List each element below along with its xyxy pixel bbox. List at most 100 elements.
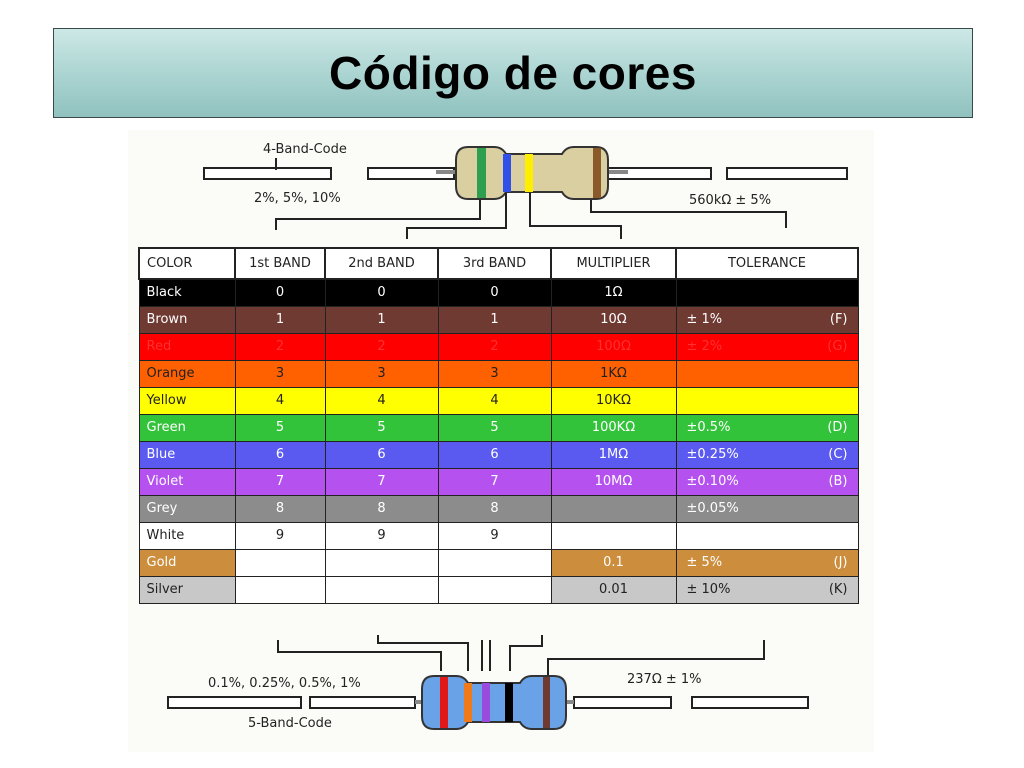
tolerance-cell: ± 1% (F): [675, 305, 859, 334]
tolerance-value: ± 10%: [686, 582, 731, 597]
header-multiplier: MULTIPLIER: [550, 247, 677, 280]
band2-cell: 0: [324, 278, 439, 307]
multiplier-cell: 1KΩ: [550, 359, 677, 388]
tolerance-cell: ±0.25% (C): [675, 440, 859, 469]
tolerance-cell: [675, 521, 859, 550]
band3-cell: 1: [437, 305, 552, 334]
band1-cell: 5: [234, 413, 326, 442]
four-band-connectors: [275, 158, 787, 239]
color-name-cell: Black: [138, 278, 236, 307]
band3-cell: 0: [437, 278, 552, 307]
multiplier-cell: 10Ω: [550, 305, 677, 334]
table-row: Blue 6 6 6 1MΩ ±0.25% (C): [138, 440, 859, 469]
header-band3: 3rd BAND: [437, 247, 552, 280]
tolerance-cell: ± 10% (K): [675, 575, 859, 604]
four-band-resistor: [436, 146, 628, 200]
five-band-code-label: 5-Band-Code: [248, 716, 332, 731]
table-row: Violet 7 7 7 10MΩ ±0.10% (B): [138, 467, 859, 496]
four-band-example-value: 560kΩ ± 5%: [689, 193, 772, 208]
color-name-cell: Silver: [138, 575, 236, 604]
tolerance-code: (J): [833, 555, 848, 570]
five-band-resistor: [415, 675, 574, 730]
tolerance-cell: ± 2% (G): [675, 332, 859, 361]
band1-cell: 2: [234, 332, 326, 361]
slide-title: Código de cores: [329, 47, 697, 99]
table-body: Black 0 0 0 1Ω Brown 1 1 1 10Ω ± 1% (F) Red 2 2 2 100Ω ± …: [138, 278, 859, 604]
multiplier-cell: 0.01: [550, 575, 677, 604]
band2-cell: 1: [324, 305, 439, 334]
table-row: Green 5 5 5 100KΩ ±0.5% (D): [138, 413, 859, 442]
band1-cell: 6: [234, 440, 326, 469]
table-row: Red 2 2 2 100Ω ± 2% (G): [138, 332, 859, 361]
five-band-stripe-brown: [543, 677, 550, 728]
band1-cell: 1: [234, 305, 326, 334]
band2-cell: 8: [324, 494, 439, 523]
band2-cell: 3: [324, 359, 439, 388]
color-name-cell: Grey: [138, 494, 236, 523]
multiplier-cell: 0.1: [550, 548, 677, 577]
five-band-connectors: [277, 635, 765, 675]
band1-cell: 4: [234, 386, 326, 415]
tolerance-value: ±0.25%: [686, 447, 739, 462]
color-name-cell: Yellow: [138, 386, 236, 415]
band3-cell: 8: [437, 494, 552, 523]
four-band-stripe-green: [477, 148, 486, 198]
tolerance-value: ± 2%: [686, 339, 723, 354]
table-row: Black 0 0 0 1Ω: [138, 278, 859, 307]
tolerance-cell: ± 5% (J): [675, 548, 859, 577]
tolerance-value: ±0.05%: [686, 501, 739, 516]
five-band-stripe-violet: [482, 683, 490, 722]
header-tolerance: TOLERANCE: [675, 247, 859, 280]
resistor-diagram: [167, 146, 848, 730]
band3-cell: 3: [437, 359, 552, 388]
color-name-cell: Gold: [138, 548, 236, 577]
color-name-cell: Violet: [138, 467, 236, 496]
table-row: Yellow 4 4 4 10KΩ: [138, 386, 859, 415]
band1-cell: [234, 575, 326, 604]
table-row: Orange 3 3 3 1KΩ: [138, 359, 859, 388]
band1-cell: 7: [234, 467, 326, 496]
band3-cell: 7: [437, 467, 552, 496]
band1-cell: 3: [234, 359, 326, 388]
tolerance-code: (F): [829, 312, 848, 327]
band2-cell: 7: [324, 467, 439, 496]
band2-cell: 4: [324, 386, 439, 415]
tolerance-cell: [675, 278, 859, 307]
band2-cell: 9: [324, 521, 439, 550]
multiplier-cell: 10KΩ: [550, 386, 677, 415]
table-row: Gold 0.1 ± 5% (J): [138, 548, 859, 577]
band2-cell: [324, 548, 439, 577]
band3-cell: 5: [437, 413, 552, 442]
four-band-stripe-yellow: [525, 154, 533, 192]
band3-cell: 4: [437, 386, 552, 415]
table-header-row: COLOR 1st BAND 2nd BAND 3rd BAND MULTIPL…: [138, 247, 859, 280]
table-row: Brown 1 1 1 10Ω ± 1% (F): [138, 305, 859, 334]
tolerance-value: ± 1%: [686, 312, 723, 327]
color-name-cell: Brown: [138, 305, 236, 334]
resistor-color-code-figure: 4-Band-Code 2%, 5%, 10% 560kΩ ± 5% COLOR…: [128, 130, 874, 752]
four-band-value-boxes: [203, 167, 848, 180]
five-band-stripe-red: [440, 677, 448, 728]
multiplier-cell: [550, 521, 677, 550]
tolerance-cell: ±0.5% (D): [675, 413, 859, 442]
multiplier-cell: 10MΩ: [550, 467, 677, 496]
five-band-example-value: 237Ω ± 1%: [627, 672, 702, 687]
tolerance-code: (D): [827, 420, 848, 435]
color-name-cell: Green: [138, 413, 236, 442]
tolerance-value: ± 5%: [686, 555, 723, 570]
tolerance-cell: ±0.05%: [675, 494, 859, 523]
color-name-cell: White: [138, 521, 236, 550]
band2-cell: 5: [324, 413, 439, 442]
five-band-tolerance-options: 0.1%, 0.25%, 0.5%, 1%: [208, 676, 361, 691]
four-band-stripe-blue: [503, 154, 511, 192]
multiplier-cell: 1Ω: [550, 278, 677, 307]
band2-cell: 2: [324, 332, 439, 361]
band3-cell: [437, 548, 552, 577]
band3-cell: 2: [437, 332, 552, 361]
tolerance-cell: [675, 359, 859, 388]
color-code-table: COLOR 1st BAND 2nd BAND 3rd BAND MULTIPL…: [138, 247, 859, 604]
multiplier-cell: 100Ω: [550, 332, 677, 361]
table-row: Grey 8 8 8 ±0.05%: [138, 494, 859, 523]
tolerance-value: ±0.5%: [686, 420, 731, 435]
table-row: Silver 0.01 ± 10% (K): [138, 575, 859, 604]
